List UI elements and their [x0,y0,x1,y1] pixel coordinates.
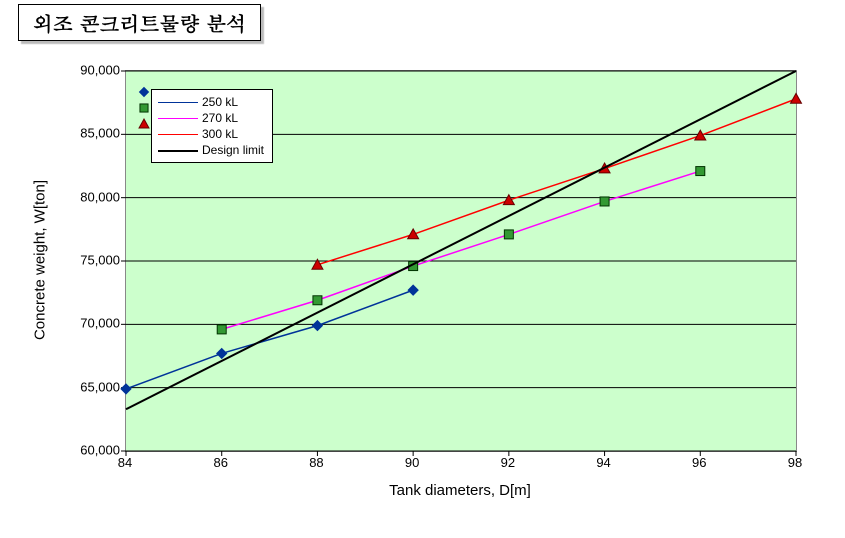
y-tick-label: 90,000 [60,63,120,78]
legend-label: Design limit [202,143,264,157]
y-tick-label: 70,000 [60,316,120,331]
triangle-icon [138,118,178,134]
plot-area: 250 kL 270 kL 300 kL Design limit [125,70,797,452]
legend-swatch [158,126,198,142]
x-tick-label: 88 [296,455,336,470]
diamond-icon [138,86,178,102]
y-tick-label: 65,000 [60,379,120,394]
page-title: 외조 콘크리트물량 분석 [18,4,261,41]
x-axis-title: Tank diameters, D[m] [125,482,795,499]
legend-label: 250 kL [202,95,238,109]
x-tick-label: 90 [392,455,432,470]
legend-row: 300 kL [158,126,264,142]
y-axis-title: Concrete weight, W[ton] [32,100,49,260]
x-tick-label: 86 [201,455,241,470]
x-tick-label: 92 [488,455,528,470]
legend-label: 270 kL [202,111,238,125]
y-tick-label: 75,000 [60,253,120,268]
legend-row: Design limit [158,142,264,158]
page-root: 외조 콘크리트물량 분석 Concrete weight, W[ton] Tan… [0,0,845,538]
y-tick-label: 85,000 [60,126,120,141]
x-tick-label: 84 [105,455,145,470]
x-tick-label: 94 [584,455,624,470]
chart-container: Concrete weight, W[ton] Tank diameters, … [40,50,820,530]
legend: 250 kL 270 kL 300 kL Design limit [151,89,273,163]
legend-label: 300 kL [202,127,238,141]
legend-swatch [158,142,198,158]
y-tick-label: 80,000 [60,189,120,204]
square-icon [138,102,178,118]
x-tick-label: 96 [679,455,719,470]
x-tick-label: 98 [775,455,815,470]
